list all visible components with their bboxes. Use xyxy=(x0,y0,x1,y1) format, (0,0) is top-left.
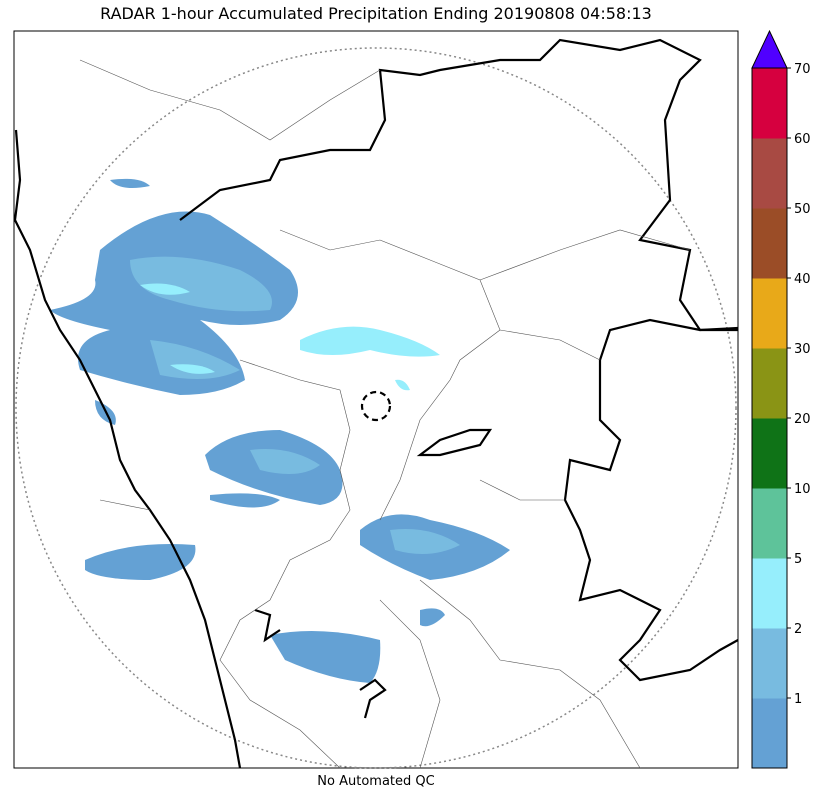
colorbar-segment xyxy=(752,348,787,419)
colorbar-label: 70 xyxy=(794,62,811,77)
colorbar-label: 30 xyxy=(794,342,811,357)
colorbar-label: 50 xyxy=(794,202,811,217)
colorbar-label: 20 xyxy=(794,412,811,427)
map xyxy=(13,30,739,769)
colorbar-label: 2 xyxy=(794,622,802,637)
colorbar-segment xyxy=(752,418,787,489)
colorbar-segment xyxy=(752,628,787,699)
colorbar-segment xyxy=(752,698,787,769)
colorbar-segment xyxy=(752,278,787,349)
title: RADAR 1-hour Accumulated Precipitation E… xyxy=(100,4,652,23)
colorbar-segment xyxy=(752,208,787,279)
colorbar-label: 10 xyxy=(794,482,811,497)
colorbar-label: 60 xyxy=(794,132,811,147)
colorbar-segment xyxy=(752,68,787,139)
colorbar: 1 2 5 10 20 30 40 50 60 70 xyxy=(751,29,811,769)
colorbar-segment xyxy=(752,488,787,559)
colorbar-label: 5 xyxy=(794,552,802,567)
colorbar-label: 40 xyxy=(794,272,811,287)
colorbar-label: 1 xyxy=(794,692,802,707)
footer: No Automated QC xyxy=(317,774,434,789)
colorbar-extend xyxy=(751,29,788,69)
colorbar-segment xyxy=(752,558,787,629)
colorbar-segment xyxy=(752,138,787,209)
